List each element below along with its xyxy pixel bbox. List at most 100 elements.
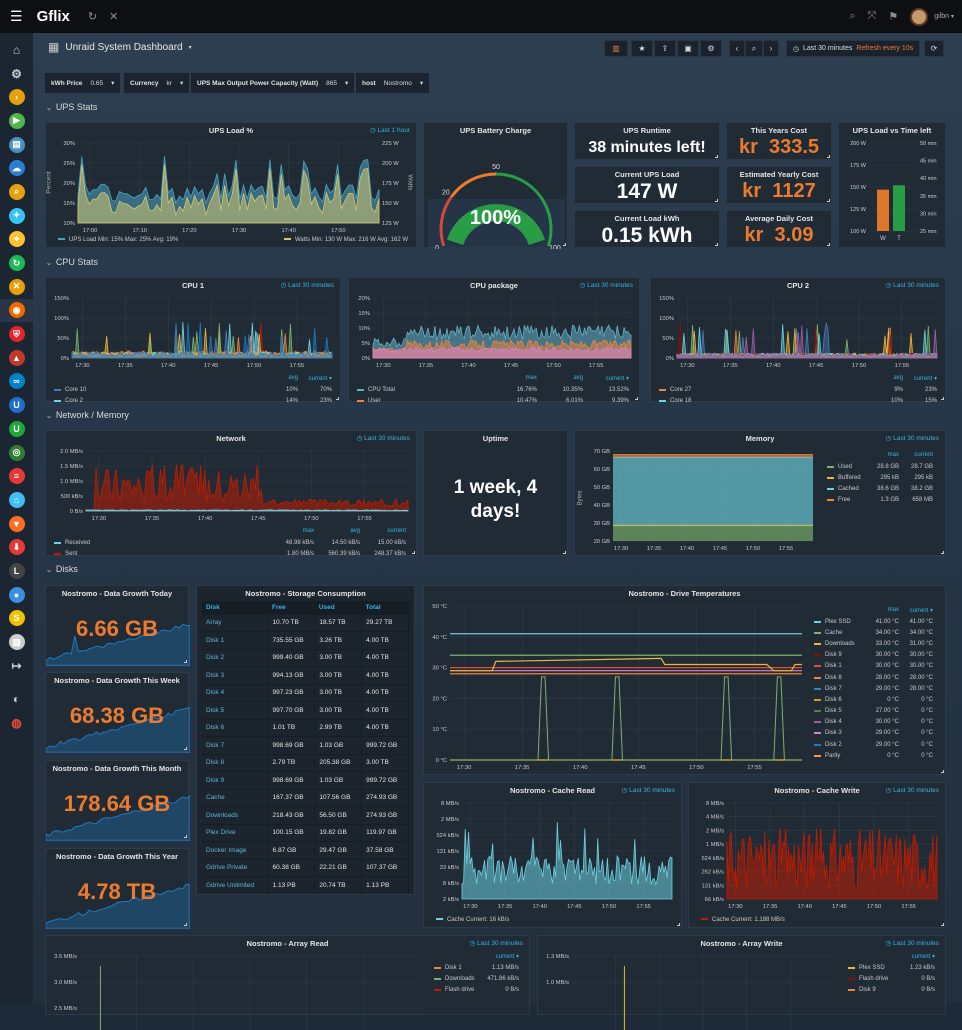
avatar[interactable] (910, 8, 928, 26)
column-header[interactable]: Disk (202, 601, 268, 614)
sidebar-item-pihole[interactable]: ⛨ (0, 322, 33, 346)
legend-column-header[interactable]: avg (264, 375, 298, 381)
legend-column-header[interactable]: current ▾ (485, 953, 519, 960)
legend-column-header[interactable]: max (268, 528, 314, 534)
user-menu[interactable]: gilbn (934, 13, 949, 20)
settings-button[interactable]: ⚙ (700, 40, 722, 57)
resize-handle[interactable] (827, 155, 830, 158)
panel-ups-runtime[interactable]: UPS Runtime 38 minutes left! (574, 122, 720, 160)
resize-handle[interactable] (941, 397, 944, 400)
save-button[interactable]: ▣ (677, 40, 699, 57)
sidebar-item-cloud[interactable]: ☁ (0, 156, 33, 180)
sidebar-item-settings[interactable]: ⚙ (0, 62, 33, 86)
legend-cache[interactable]: Cache Current: 1.188 MB/s (701, 917, 785, 923)
panel-yearly-cost[interactable]: Estimated Yearly Cost kr 1127 (726, 166, 832, 204)
sidebar-item-plex[interactable]: › (0, 85, 33, 109)
row-disks[interactable]: ⌄Disks (46, 564, 78, 574)
search-icon[interactable]: ⌕ (849, 10, 855, 23)
column-header[interactable]: Total (362, 601, 409, 614)
sidebar-item-tautulli[interactable]: ✕ (0, 275, 33, 299)
resize-handle[interactable] (412, 551, 415, 554)
legend-column-header[interactable]: current ▾ (583, 375, 629, 382)
sidebar-item-radarr[interactable]: ✦ (0, 228, 33, 252)
sidebar-item-ombi[interactable]: ▤ (0, 133, 33, 157)
legend-column-header[interactable]: avg (869, 375, 903, 381)
column-header[interactable]: Used (315, 601, 362, 614)
resize-handle[interactable] (677, 923, 680, 926)
legend-watts[interactable]: Watts Min: 130 W Max: 216 W Avg: 162 W (284, 237, 408, 243)
star-button[interactable]: ★ (631, 40, 653, 57)
resize-handle[interactable] (184, 835, 187, 838)
notifications-icon[interactable]: ⚑ (888, 10, 898, 23)
add-panel-button[interactable]: ▥ (604, 40, 628, 57)
legend-column-header[interactable]: avg (314, 528, 360, 534)
sidebar-item-heimdall[interactable]: ◎ (0, 441, 33, 465)
sidebar-item-github[interactable]: ◐ (0, 688, 33, 712)
variable-ups-capacity[interactable]: UPS Max Output Power Capacity (Watt)865▾ (191, 73, 354, 93)
legend-column-header[interactable]: current (899, 452, 933, 458)
sidebar-item-organizr[interactable]: ▲ (0, 346, 33, 370)
chevron-down-icon[interactable]: ▾ (189, 44, 192, 51)
sidebar-item-search[interactable]: ⌕ (0, 180, 33, 204)
legend-column-header[interactable]: max (865, 452, 899, 458)
resize-handle[interactable] (715, 243, 718, 246)
panel-array-read[interactable]: Nostromo - Array Read ◷ Last 30 minutes … (45, 935, 530, 1015)
resize-handle[interactable] (715, 199, 718, 202)
panel-daily-cost[interactable]: Average Daily Cost kr 3.09 (726, 210, 832, 248)
resize-handle[interactable] (941, 551, 944, 554)
resize-handle[interactable] (184, 660, 187, 663)
refresh-button[interactable]: ⟳ (924, 40, 944, 57)
sidebar-item-sonarr[interactable]: ✦ (0, 204, 33, 228)
sidebar-item-lidarr[interactable]: ↻ (0, 251, 33, 275)
sidebar-item-downloader[interactable]: ⬇ (0, 535, 33, 559)
legend-column-header[interactable]: max (491, 375, 537, 381)
sidebar-item-lazy-librarian[interactable]: L (0, 559, 33, 583)
resize-handle[interactable] (941, 770, 944, 773)
sidebar-item-bookstack[interactable]: ▥ (0, 630, 33, 654)
panel-array-write[interactable]: Nostromo - Array Write ◷ Last 30 minutes… (537, 935, 946, 1015)
resize-handle[interactable] (827, 243, 830, 246)
sidebar-item-grafana[interactable]: ◉ (0, 299, 33, 323)
resize-handle[interactable] (563, 551, 566, 554)
zoom-out-button[interactable]: ⌕ (745, 40, 763, 57)
panel-years-cost[interactable]: This Years Cost kr 333.5 (726, 122, 832, 160)
resize-handle[interactable] (184, 923, 187, 926)
row-cpu-stats[interactable]: ⌄CPU Stats (46, 257, 98, 267)
sidebar-item-deluge[interactable]: ● (0, 583, 33, 607)
legend-column-header[interactable]: avg (537, 375, 583, 381)
refresh-icon[interactable]: ↻ (88, 10, 97, 23)
sidebar-item-help[interactable]: ◍ (0, 711, 33, 735)
sidebar-item-pfsense[interactable]: ≡ (0, 464, 33, 488)
